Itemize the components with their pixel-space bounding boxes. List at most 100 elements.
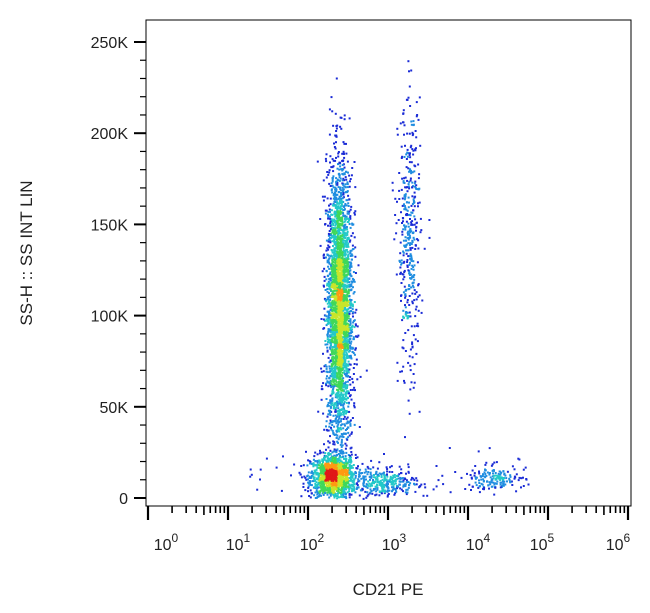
data-point xyxy=(344,457,347,460)
data-point xyxy=(408,229,411,232)
data-point xyxy=(403,203,405,206)
data-point xyxy=(302,486,305,488)
data-point xyxy=(365,470,368,473)
data-point xyxy=(343,369,346,372)
data-point xyxy=(338,259,341,262)
data-point xyxy=(328,262,331,265)
data-point xyxy=(331,251,334,254)
data-point xyxy=(322,256,325,259)
data-point xyxy=(335,269,338,271)
data-point xyxy=(358,475,360,478)
data-point xyxy=(334,410,337,413)
data-point xyxy=(402,315,405,318)
data-point xyxy=(337,294,340,297)
data-point xyxy=(340,319,343,322)
data-point xyxy=(326,403,329,406)
data-point xyxy=(409,388,412,391)
data-point xyxy=(309,496,312,499)
data-point xyxy=(331,404,334,407)
data-point xyxy=(347,486,350,488)
data-point xyxy=(343,277,346,280)
data-point xyxy=(344,307,347,309)
data-point xyxy=(410,161,413,164)
data-point xyxy=(343,359,346,362)
data-point xyxy=(348,463,351,466)
data-point xyxy=(336,305,339,308)
data-point xyxy=(331,378,334,381)
data-point xyxy=(330,410,333,413)
data-point xyxy=(408,161,411,164)
data-point xyxy=(408,85,411,88)
data-point xyxy=(327,472,330,474)
data-point xyxy=(330,483,333,485)
data-point xyxy=(334,294,337,297)
data-point xyxy=(331,391,334,394)
data-point xyxy=(339,315,342,318)
data-point xyxy=(351,232,354,235)
data-point xyxy=(330,307,333,310)
data-point xyxy=(329,459,332,462)
data-point xyxy=(350,432,353,435)
data-point xyxy=(347,238,350,240)
data-point xyxy=(332,245,334,247)
data-point xyxy=(313,476,316,479)
data-point xyxy=(347,473,350,476)
data-point xyxy=(330,460,332,463)
data-point xyxy=(330,266,333,269)
data-point xyxy=(345,349,348,352)
data-point xyxy=(335,198,338,201)
data-point xyxy=(335,451,338,454)
data-point xyxy=(407,242,410,245)
data-point xyxy=(305,478,308,481)
data-point xyxy=(349,461,352,464)
data-point xyxy=(346,384,349,387)
data-point xyxy=(407,269,410,272)
data-point xyxy=(347,472,350,475)
data-point xyxy=(324,212,327,215)
data-point xyxy=(340,467,343,470)
data-point xyxy=(333,306,336,309)
data-point xyxy=(346,380,349,383)
data-point xyxy=(338,338,341,341)
data-point xyxy=(328,310,331,313)
data-point xyxy=(327,328,330,331)
data-point xyxy=(337,382,340,385)
data-point xyxy=(326,171,329,173)
data-point xyxy=(337,300,340,303)
data-point xyxy=(340,379,343,382)
data-point xyxy=(333,239,336,242)
data-point xyxy=(334,468,337,470)
data-point xyxy=(342,273,345,276)
data-point xyxy=(407,361,410,364)
data-point xyxy=(327,232,330,235)
data-point xyxy=(362,497,365,500)
data-point xyxy=(407,196,410,199)
data-point xyxy=(349,306,352,309)
data-point xyxy=(399,272,402,275)
data-point xyxy=(325,370,328,373)
data-point xyxy=(320,388,323,391)
data-point xyxy=(329,469,332,471)
data-point xyxy=(347,295,350,298)
data-point xyxy=(338,195,341,198)
data-point xyxy=(404,144,406,147)
data-point xyxy=(332,465,335,468)
data-point xyxy=(333,296,336,298)
data-point xyxy=(340,462,342,465)
data-point xyxy=(327,240,330,243)
data-point xyxy=(332,479,335,482)
data-point xyxy=(335,325,338,328)
data-point xyxy=(338,415,341,418)
data-point xyxy=(331,348,334,351)
data-point xyxy=(336,272,339,274)
data-point xyxy=(333,477,335,480)
data-point xyxy=(346,191,349,194)
data-point xyxy=(329,359,332,362)
data-point xyxy=(342,343,345,346)
data-point xyxy=(337,151,340,153)
data-point xyxy=(331,424,334,426)
data-point xyxy=(348,456,351,459)
data-point xyxy=(349,383,352,386)
data-point xyxy=(325,270,328,273)
data-point xyxy=(324,157,327,160)
